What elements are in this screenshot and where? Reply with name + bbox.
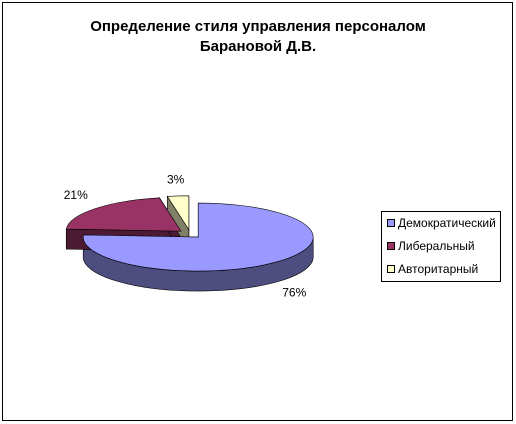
legend-key — [387, 265, 395, 273]
legend-box — [381, 211, 501, 282]
data-label: 3% — [167, 173, 185, 187]
legend-key — [387, 219, 395, 227]
slice — [82, 202, 314, 272]
slice — [65, 197, 182, 232]
legend-label: Демократический — [398, 216, 496, 230]
legend-key — [387, 242, 395, 250]
legend-label: Авторитарный — [398, 262, 478, 276]
data-label: 21% — [64, 188, 88, 202]
data-label: 76% — [282, 285, 306, 299]
legend-label: Либеральный — [398, 239, 475, 253]
chart-title: Определение стиля управления персоналом … — [90, 18, 426, 55]
slice — [166, 195, 190, 231]
